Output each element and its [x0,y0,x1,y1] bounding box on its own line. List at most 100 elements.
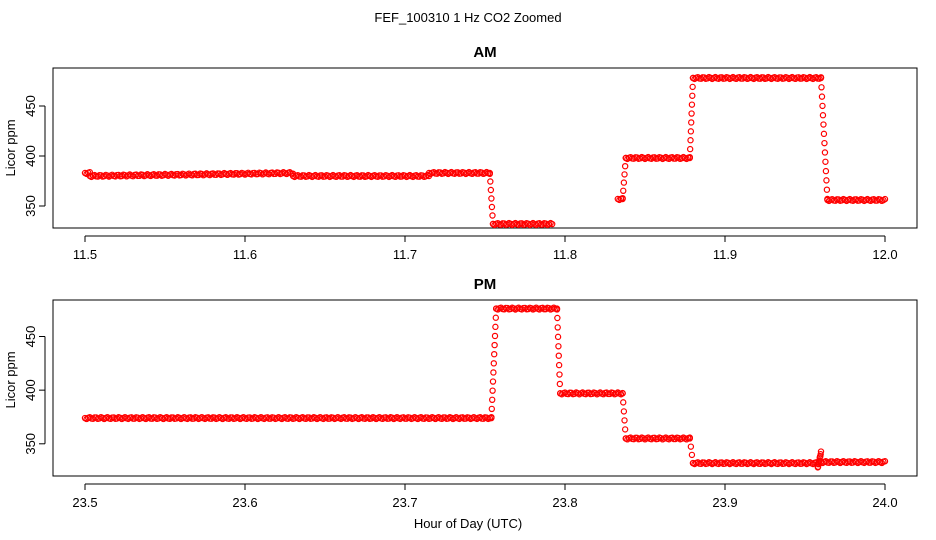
panel-am-data-point [621,171,628,178]
panel-am-data-point [488,195,495,202]
panel-pm-data-point [556,380,564,388]
panel-am-data-point [823,177,830,184]
panel-pm-data-point [491,351,498,358]
panel-pm-data-point [817,448,825,455]
panel-am-data-point [819,102,826,110]
panel-pm-title: PM [474,276,497,293]
panel-am-data-point [486,169,493,177]
panel-pm-x-tick-label: 23.8 [552,495,577,510]
panel-pm-data-point [619,390,626,397]
panel-pm-data-point [488,414,495,422]
panel-am-data-point [549,220,556,228]
panel-pm-data-point [881,458,889,465]
panel-am-ylabel: Licor ppm [3,119,18,176]
panel-am-data-point [489,212,496,219]
panel-pm-data-point [556,371,563,378]
panel-am-x-tick-label: 11.5 [73,247,97,262]
panel-pm-data-point [553,305,561,312]
panel-pm-data-point [491,332,499,340]
figure-title: FEF_100310 1 Hz CO2 Zoomed [374,10,561,25]
panel-pm-y-tick-label: 350 [23,433,38,455]
panel-am-data-point [687,128,695,135]
panel-am-data-point [621,162,629,170]
panel-am-data-point [487,178,494,185]
panel-pm-data-point [492,323,499,331]
panel-pm: PM Licor ppm 23.5 23.6 23.7 23.8 23.9 24.0 350… [3,276,918,510]
panel-pm-data-point [489,387,496,394]
panel-pm-data-point [490,360,497,367]
panel-am-data-point [620,187,627,194]
panel-pm-data-point [687,443,695,450]
panel-pm-ylabel: Licor ppm [3,351,18,408]
panel-am-plot-frame [52,67,918,229]
panel-am-data-point [688,110,695,117]
panel-am-data-point [686,145,694,153]
panel-am-data-point [487,186,495,194]
panel-am-data-point [821,139,828,147]
panel-am-y-tick-label: 400 [23,145,38,167]
panel-pm-data-point [488,405,495,413]
panel-pm-data-point [686,435,694,442]
panel-am-data-point [820,121,827,128]
panel-am-axes: 11.5 11.6 11.7 11.8 11.9 12.0 350 400 450 [23,95,898,262]
panel-pm-data-point [817,451,824,458]
panel-pm-data-point [555,343,562,350]
panel-am-data-point [687,137,694,144]
panel-am-data-point [820,130,828,138]
panel-pm-data-point [554,314,561,322]
panel-am-data-point [818,84,825,91]
panel-am-data-point [688,101,696,108]
panel-pm-x-tick-label: 23.5 [72,495,97,510]
panel-am-data-point [822,158,829,165]
panel-am-points [81,73,889,229]
panel-am-x-tick-label: 11.9 [713,247,737,262]
panel-am-data-point [822,167,830,175]
panel-am-y-tick-label: 350 [23,195,38,217]
panel-am-x-tick-label: 12.0 [872,247,897,262]
panel-pm-data-point [688,451,696,459]
panel-pm-axes: 23.5 23.6 23.7 23.8 23.9 24.0 350 400 450 [23,326,898,510]
panel-pm-data-point [491,341,498,349]
panel-am-data-point [286,169,293,176]
panel-pm-x-tick-label: 23.6 [232,495,257,510]
panel-am-x-tick-label: 11.7 [393,247,417,262]
panel-pm-y-tick-label: 450 [23,326,38,348]
panel-pm-data-point [620,408,628,415]
panel-am-data-point [619,195,626,203]
panel-pm-data-point [555,352,562,359]
panel-am-y-tick-label: 450 [23,95,38,117]
panel-pm-x-tick-label: 23.7 [392,495,417,510]
panel-pm-data-point [489,396,496,403]
panel-pm-data-point [620,399,627,406]
panel-pm-y-tick-label: 400 [23,379,38,401]
panel-am-data-point [823,186,831,193]
panel-am-x-tick-label: 11.6 [233,247,257,262]
panel-am-data-point [686,154,694,162]
panel-am-data-point [821,149,829,156]
panel-pm-data-point [554,333,562,341]
panel-pm-x-tick-label: 23.9 [712,495,737,510]
panel-pm-data-point [555,361,563,369]
panel-am-data-point [620,179,628,186]
panel-pm-data-point [621,426,629,433]
panel-pm-data-point [490,369,497,376]
panel-pm-plot-frame [52,299,918,477]
panel-am-data-point [689,83,696,91]
panel-pm-data-point [621,417,628,424]
panel-pm-data-point [492,314,499,321]
panel-am-title: AM [473,44,496,61]
panel-am-x-tick-label: 11.8 [553,247,577,262]
x-axis-label: Hour of Day (UTC) [414,516,522,531]
panel-pm-points [81,304,889,471]
panel-am-data-point [689,92,696,99]
panel-am-data-point [819,112,827,119]
panel-am-data-point [688,119,695,126]
panel-pm-x-tick-label: 24.0 [872,495,897,510]
panel-am-data-point [488,203,496,211]
panel-am-data-point [817,74,825,82]
panel-am-data-point [818,93,826,100]
panel-pm-data-point [554,324,561,331]
panel-am-data-point [881,195,889,203]
